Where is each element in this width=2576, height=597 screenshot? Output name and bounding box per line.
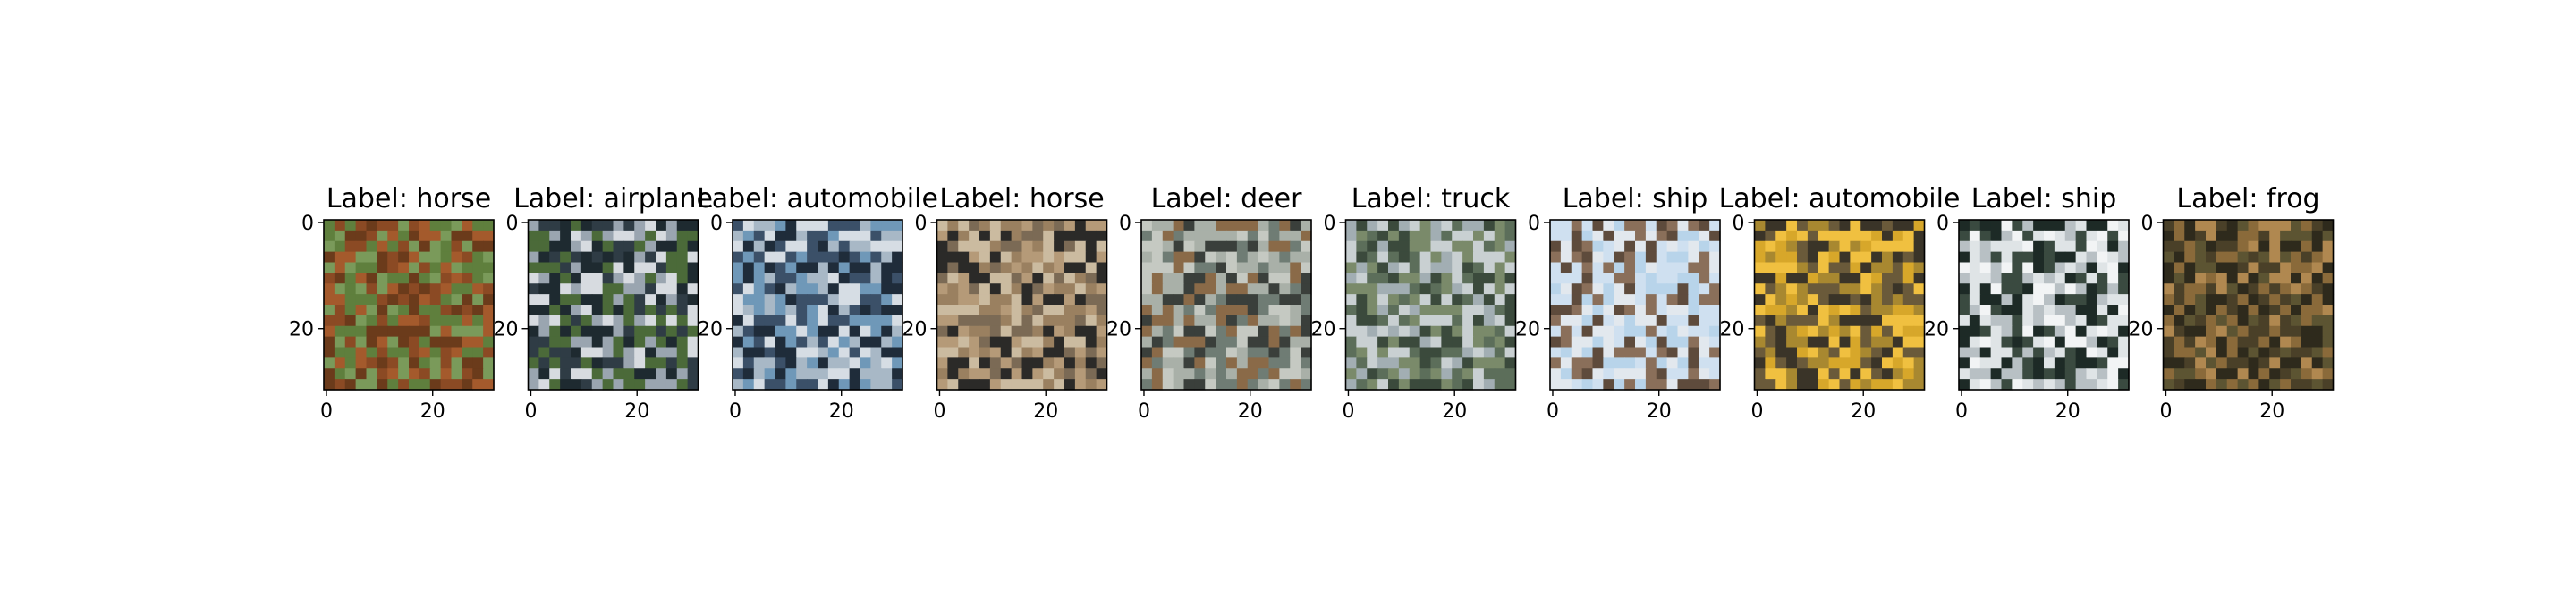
x-tick-label: 20	[1442, 400, 1467, 423]
y-tick-label: 20	[494, 319, 519, 341]
panel-title: Label: deer	[1151, 183, 1303, 214]
image-panel: Label: ship 0 0 20 20	[1515, 183, 1721, 423]
image-truck	[1345, 220, 1517, 391]
x-tick-label: 0	[729, 400, 741, 423]
image-automobile	[733, 220, 903, 391]
y-tick-label: 20	[698, 319, 723, 341]
image-ship	[1550, 220, 1721, 391]
image-ship	[1959, 220, 2130, 391]
panel-title: Label: airplane	[513, 183, 713, 214]
x-tick-label: 0	[524, 400, 537, 423]
image-airplane	[528, 220, 699, 391]
x-tick-label: 0	[1750, 400, 1763, 423]
y-tick-label: 0	[1119, 213, 1131, 235]
image-panel: Label: frog 0 0 20 20	[2129, 183, 2334, 423]
image-automobile	[1754, 220, 1926, 391]
x-tick-label: 0	[1955, 400, 1968, 423]
x-tick-label: 20	[1238, 400, 1263, 423]
y-tick-label: 0	[1324, 213, 1336, 235]
panel-title: Label: truck	[1352, 183, 1511, 214]
x-tick-label: 20	[624, 400, 649, 423]
axes-frame	[1140, 219, 1312, 391]
y-tick-label: 20	[1515, 319, 1540, 341]
y-tick-label: 0	[915, 213, 928, 235]
axes-frame	[732, 219, 903, 391]
image-panel: Label: ship 0 0 20 20	[1924, 183, 2130, 423]
axes-frame	[527, 219, 699, 391]
panel-title: Label: frog	[2176, 183, 2319, 214]
y-tick-label: 20	[289, 319, 314, 341]
x-tick-label: 0	[933, 400, 945, 423]
y-tick-label: 20	[1106, 319, 1131, 341]
panel-title: Label: automobile	[697, 183, 938, 214]
image-deer	[1141, 220, 1312, 391]
panel-title: Label: ship	[1563, 183, 1708, 214]
x-tick-label: 0	[2159, 400, 2172, 423]
axes-frame	[1344, 219, 1517, 391]
x-tick-label: 0	[1342, 400, 1354, 423]
y-tick-label: 0	[2141, 213, 2154, 235]
y-tick-label: 20	[2129, 319, 2154, 341]
panel-title: Label: ship	[1971, 183, 2117, 214]
y-tick-label: 0	[1936, 213, 1949, 235]
x-tick-label: 20	[1647, 400, 1672, 423]
axes-frame	[1549, 219, 1721, 391]
x-tick-label: 20	[829, 400, 854, 423]
y-tick-label: 0	[506, 213, 519, 235]
image-panel: Label: horse 0 0 20 20	[902, 183, 1108, 423]
x-tick-label: 20	[1851, 400, 1876, 423]
y-tick-label: 0	[1733, 213, 1745, 235]
axes-frame	[323, 219, 495, 391]
x-tick-label: 20	[420, 400, 445, 423]
panel-title: Label: automobile	[1719, 183, 1961, 214]
y-tick-label: 20	[902, 319, 928, 341]
axes-frame	[936, 219, 1108, 391]
image-panel: Label: truck 0 0 20 20	[1311, 183, 1517, 423]
axes-frame	[2162, 219, 2334, 391]
x-tick-label: 20	[2259, 400, 2284, 423]
y-tick-label: 20	[1924, 319, 1949, 341]
x-tick-label: 0	[1546, 400, 1559, 423]
image-horse	[324, 220, 495, 391]
y-tick-label: 0	[1528, 213, 1540, 235]
y-tick-label: 0	[710, 213, 723, 235]
axes-frame	[1958, 219, 2130, 391]
panel-title: Label: horse	[326, 183, 491, 214]
image-frog	[2163, 220, 2334, 391]
y-tick-label: 0	[301, 213, 314, 235]
x-tick-label: 20	[2055, 400, 2080, 423]
y-tick-label: 20	[1311, 319, 1336, 341]
panel-title: Label: horse	[939, 183, 1104, 214]
y-tick-label: 20	[1720, 319, 1745, 341]
image-horse	[936, 220, 1108, 391]
x-tick-label: 0	[320, 400, 333, 423]
image-panel: Label: horse 0 0 20 20	[289, 183, 495, 423]
axes-frame	[1753, 219, 1926, 391]
x-tick-label: 0	[1138, 400, 1150, 423]
image-panel: Label: deer 0 0 20 20	[1106, 183, 1312, 423]
x-tick-label: 20	[1033, 400, 1058, 423]
